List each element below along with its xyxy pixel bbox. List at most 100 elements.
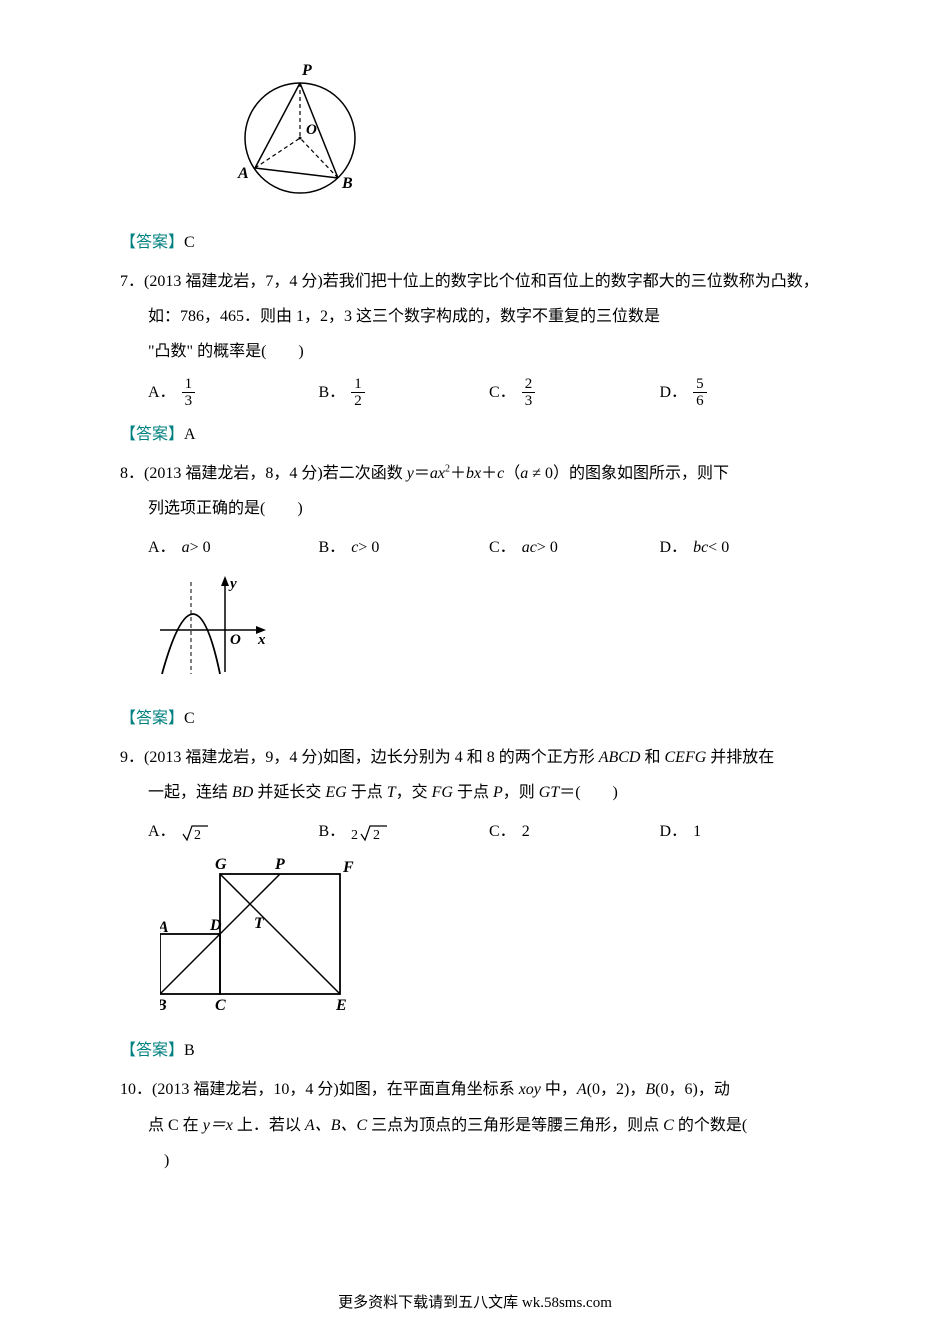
- question-10: 10．(2013 福建龙岩，10，4 分)如图，在平面直角坐标系 xoy 中，A…: [120, 1072, 830, 1178]
- q10-prefix: 10．: [120, 1081, 152, 1098]
- q10-text: 10．(2013 福建龙岩，10，4 分)如图，在平面直角坐标系 xoy 中，A…: [120, 1072, 830, 1107]
- q8-options: A． a > 0 B． c > 0 C． ac > 0 D． bc < 0: [120, 532, 830, 564]
- svg-text:O: O: [230, 632, 241, 648]
- opt-text: ac: [522, 532, 537, 564]
- q7-options: A． 13 B． 12 C． 23 D． 56: [120, 376, 830, 410]
- answer-label: 【答案】: [120, 1042, 184, 1059]
- opt-text: a: [182, 532, 190, 564]
- q9-text1: 如图，边长分别为 4 和 8 的两个正方形: [323, 749, 599, 766]
- svg-text:2: 2: [373, 828, 380, 843]
- question-7: 7．(2013 福建龙岩，7，4 分)若我们把十位上的数字比个位和百位上的数字都…: [120, 264, 830, 410]
- q9-opt-a: A． 2: [148, 816, 319, 848]
- svg-text:2: 2: [351, 828, 358, 843]
- svg-text:O: O: [306, 122, 317, 138]
- q7-citation: (2013 福建龙岩，7，4 分): [144, 273, 323, 290]
- svg-text:2: 2: [194, 828, 201, 843]
- figure-circle: P O A B: [230, 60, 830, 210]
- q8-text1: 若二次函数: [323, 465, 407, 482]
- svg-text:y: y: [228, 576, 237, 592]
- q8-eq: y: [407, 465, 414, 482]
- q7-opt-a: A． 13: [148, 376, 319, 410]
- q9-abcd: ABCD: [599, 749, 641, 766]
- q8-text1b: 列选项正确的是( ): [120, 491, 830, 526]
- q8-text: 8．(2013 福建龙岩，8，4 分)若二次函数 y＝ax2＋bx＋c（a ≠ …: [120, 456, 830, 491]
- opt-label: D．: [660, 532, 688, 564]
- q10-citation: (2013 福建龙岩，10，4 分): [152, 1081, 339, 1098]
- q7-opt-c: C． 23: [489, 376, 660, 410]
- opt-label: C．: [489, 377, 516, 409]
- svg-text:G: G: [215, 856, 227, 873]
- opt-label: A．: [148, 816, 176, 848]
- q9-opt-d: D． 1: [660, 816, 831, 848]
- opt-label: B．: [319, 377, 346, 409]
- opt-label: D．: [660, 816, 688, 848]
- q8-opt-b: B． c > 0: [319, 532, 490, 564]
- answer-label: 【答案】: [120, 234, 184, 251]
- answer-value: C: [184, 710, 195, 727]
- svg-text:B: B: [160, 997, 167, 1014]
- opt-label: B．: [319, 532, 346, 564]
- q7-prefix: 7．: [120, 273, 144, 290]
- answer-value: C: [184, 234, 195, 251]
- q9-opt-b: B． 22: [319, 816, 490, 848]
- question-8: 8．(2013 福建龙岩，8，4 分)若二次函数 y＝ax2＋bx＋c（a ≠ …: [120, 456, 830, 694]
- q9-text: 9．(2013 福建龙岩，9，4 分)如图，边长分别为 4 和 8 的两个正方形…: [120, 740, 830, 775]
- q9-options: A． 2 B． 22 C． 2 D． 1: [120, 816, 830, 848]
- q9-prefix: 9．: [120, 749, 144, 766]
- q8-citation: (2013 福建龙岩，8，4 分): [144, 465, 323, 482]
- opt-label: D．: [660, 377, 688, 409]
- fraction: 12: [351, 376, 365, 410]
- fraction: 13: [182, 376, 196, 410]
- question-9: 9．(2013 福建龙岩，9，4 分)如图，边长分别为 4 和 8 的两个正方形…: [120, 740, 830, 1026]
- svg-text:E: E: [335, 997, 347, 1014]
- footer: 更多资料下载请到五八文库 wk.58sms.com: [0, 1291, 950, 1312]
- fraction: 23: [522, 376, 536, 410]
- q9-opt-c: C． 2: [489, 816, 660, 848]
- q10-text2: 点 C 在 y＝x 上．若以 A、B、C 三点为顶点的三角形是等腰三角形，则点 …: [120, 1108, 830, 1143]
- q8-prefix: 8．: [120, 465, 144, 482]
- svg-text:C: C: [215, 997, 226, 1014]
- q7-text: 7．(2013 福建龙岩，7，4 分)若我们把十位上的数字比个位和百位上的数字都…: [120, 264, 830, 334]
- q8-opt-c: C． ac > 0: [489, 532, 660, 564]
- opt-text: 1: [693, 816, 701, 848]
- svg-text:A: A: [237, 165, 249, 182]
- q10-text1: 如图，在平面直角坐标系: [339, 1081, 519, 1098]
- svg-text:B: B: [341, 175, 353, 192]
- svg-text:D: D: [209, 917, 222, 934]
- opt-label: C．: [489, 816, 516, 848]
- opt-text: 22: [351, 816, 389, 848]
- opt-label: C．: [489, 532, 516, 564]
- figure-parabola: y O x: [150, 572, 830, 694]
- q8-opt-a: A． a > 0: [148, 532, 319, 564]
- answer-8: 【答案】C: [120, 704, 830, 728]
- answer-7: 【答案】A: [120, 420, 830, 444]
- svg-text:x: x: [257, 632, 266, 648]
- opt-label: A．: [148, 377, 176, 409]
- answer-label: 【答案】: [120, 426, 184, 443]
- q10-text3: ): [120, 1143, 830, 1178]
- opt-text: c: [351, 532, 358, 564]
- svg-text:F: F: [342, 859, 354, 876]
- answer-value: B: [184, 1042, 195, 1059]
- answer-9: 【答案】B: [120, 1036, 830, 1060]
- answer-label: 【答案】: [120, 710, 184, 727]
- svg-text:T: T: [254, 915, 265, 932]
- opt-text: 2: [182, 816, 210, 848]
- q7-opt-d: D． 56: [660, 376, 831, 410]
- svg-text:P: P: [301, 62, 312, 79]
- svg-text:P: P: [274, 856, 285, 873]
- q7-text2: "凸数" 的概率是( ): [120, 334, 830, 369]
- opt-label: B．: [319, 816, 346, 848]
- q8-opt-d: D． bc < 0: [660, 532, 831, 564]
- answer-6: 【答案】C: [120, 228, 830, 252]
- q7-opt-b: B． 12: [319, 376, 490, 410]
- q9-citation: (2013 福建龙岩，9，4 分): [144, 749, 323, 766]
- svg-text:A: A: [160, 919, 169, 936]
- q9-text2: 一起，连结 BD 并延长交 EG 于点 T，交 FG 于点 P，则 GT＝( ): [120, 775, 830, 810]
- fraction: 56: [693, 376, 707, 410]
- figure-squares: G P F A D T B C E: [160, 854, 830, 1026]
- opt-text: 2: [522, 816, 530, 848]
- answer-value: A: [184, 426, 196, 443]
- q9-cefg: CEFG: [665, 749, 707, 766]
- opt-text: bc: [693, 532, 708, 564]
